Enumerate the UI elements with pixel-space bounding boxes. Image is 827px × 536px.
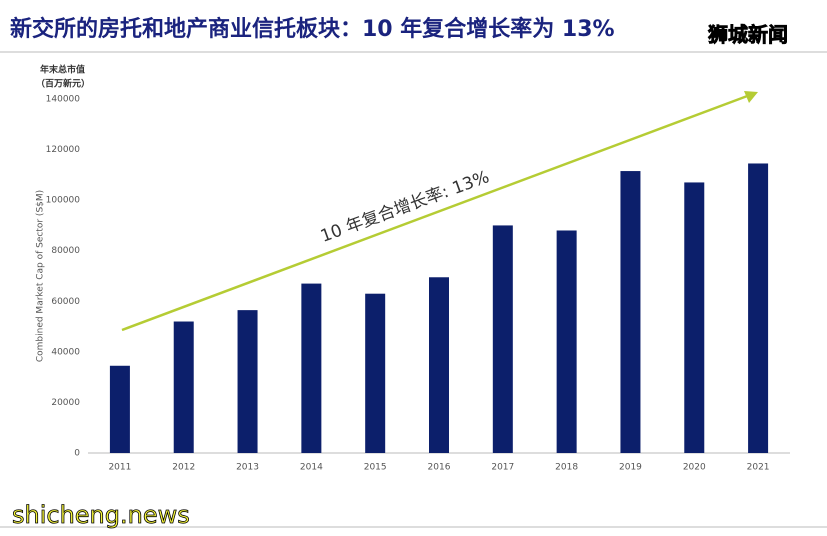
bar — [301, 283, 322, 453]
y-tick-label: 20000 — [51, 398, 80, 408]
y-unit-label: 年末总市值 — [40, 64, 85, 76]
y-tick-label: 140000 — [46, 95, 81, 105]
bar — [109, 365, 130, 453]
annotation: 10 年复合增长率: 13% — [318, 167, 492, 247]
x-tick-label: 2015 — [364, 463, 387, 473]
y-unit-label: （百万新元） — [36, 78, 90, 90]
x-tick-label: 2018 — [555, 463, 578, 473]
x-tick-label: 2014 — [300, 463, 323, 473]
bar — [748, 163, 769, 453]
y-axis-label: Combined Market Cap of Sector (S$M) — [36, 190, 46, 362]
y-tick-label: 100000 — [46, 196, 81, 206]
bar — [492, 225, 513, 453]
arrow-head — [744, 91, 758, 103]
watermark: 狮城新闻 — [708, 23, 788, 47]
trend-arrow — [121, 93, 751, 332]
bar — [237, 310, 258, 453]
y-tick-label: 80000 — [51, 246, 80, 256]
bar — [556, 230, 577, 453]
y-tick-label: 120000 — [46, 145, 81, 155]
y-tick-label: 60000 — [51, 297, 80, 307]
x-tick-label: 2012 — [172, 463, 195, 473]
x-tick-label: 2021 — [747, 463, 770, 473]
watermark: shicheng.news — [12, 501, 190, 529]
y-tick-label: 0 — [74, 449, 80, 459]
x-tick-label: 2017 — [491, 463, 514, 473]
x-tick-label: 2020 — [683, 463, 706, 473]
chart-title: 新交所的房托和地产商业信托板块：10 年复合增长率为 13% — [10, 16, 615, 42]
x-tick-label: 2016 — [428, 463, 451, 473]
bar — [365, 293, 386, 453]
bar — [620, 171, 641, 454]
y-tick-label: 40000 — [51, 347, 80, 357]
x-tick-label: 2019 — [619, 463, 642, 473]
bar — [684, 182, 705, 453]
bar — [173, 321, 194, 453]
bar — [429, 277, 449, 453]
x-tick-label: 2011 — [108, 463, 131, 473]
x-tick-label: 2013 — [236, 463, 259, 473]
